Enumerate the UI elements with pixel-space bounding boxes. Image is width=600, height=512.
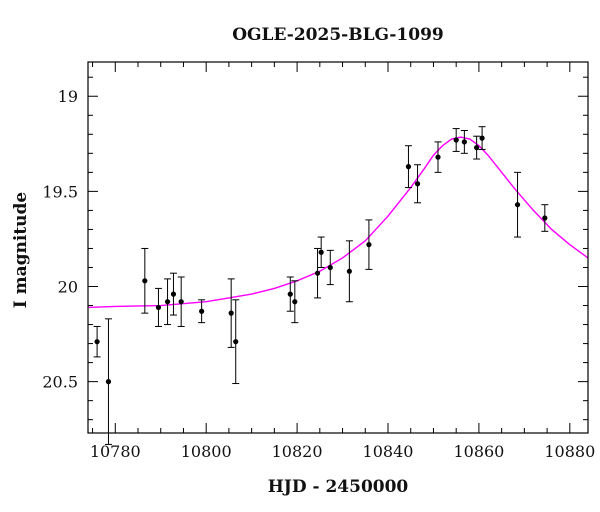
data-point	[198, 299, 206, 324]
data-marker	[405, 164, 412, 170]
data-point	[169, 272, 177, 316]
data-marker	[105, 379, 112, 385]
data-point	[104, 318, 112, 445]
data-marker	[164, 299, 171, 305]
plot-frame	[87, 61, 589, 434]
y-tick-label: 20	[58, 278, 78, 297]
data-marker	[366, 242, 372, 248]
data-point	[460, 129, 468, 154]
data-point	[177, 276, 185, 327]
data-point	[434, 141, 442, 173]
data-marker	[346, 268, 352, 274]
data-point	[541, 204, 549, 232]
data-point	[317, 236, 325, 268]
data-point	[414, 164, 422, 204]
data-point	[93, 325, 101, 358]
data-marker	[435, 154, 441, 160]
y-tick-label: 19	[58, 87, 78, 106]
data-marker	[474, 145, 480, 151]
data-point	[286, 276, 294, 312]
data-marker	[514, 202, 521, 208]
y-axis-label: I magnitude	[11, 192, 31, 309]
x-tick-label: 10860	[453, 442, 504, 461]
x-tick-label: 10800	[181, 442, 232, 461]
data-point	[365, 219, 373, 270]
data-marker	[542, 215, 548, 221]
data-marker	[142, 278, 148, 284]
x-tick-label: 10880	[544, 442, 595, 461]
data-point	[345, 240, 353, 303]
x-tick-label: 10840	[363, 442, 414, 461]
data-marker	[155, 304, 162, 311]
x-axis-ticks: 10780 10800 10820 10840 10860 10880	[90, 62, 595, 461]
data-marker	[461, 139, 467, 145]
chart-title: OGLE-2025-BLG-1099	[232, 25, 444, 45]
data-marker	[170, 291, 177, 297]
data-marker	[178, 299, 184, 305]
data-marker	[318, 249, 324, 255]
data-point	[326, 249, 334, 286]
y-tick-label: 20.5	[42, 373, 78, 392]
data-point	[141, 247, 149, 314]
data-point	[232, 299, 240, 385]
model-curve	[88, 136, 588, 309]
data-marker	[228, 310, 234, 316]
data-marker	[327, 264, 333, 271]
data-marker	[314, 270, 321, 276]
data-point	[473, 135, 481, 160]
data-marker	[233, 339, 239, 345]
data-point	[478, 126, 486, 151]
data-marker	[414, 181, 421, 187]
data-point	[314, 247, 322, 299]
data-point	[164, 278, 172, 326]
y-tick-label: 19.5	[42, 182, 78, 201]
data-point	[227, 278, 235, 348]
data-point	[404, 145, 412, 189]
model-curve-layer	[88, 136, 588, 309]
data-point	[291, 280, 299, 324]
y-axis-ticks: 19 19.5 20 20.5	[42, 76, 588, 421]
data-marker	[287, 291, 293, 297]
data-marker	[479, 135, 485, 141]
data-marker	[199, 308, 205, 314]
x-tick-label: 10820	[272, 442, 323, 461]
data-marker	[292, 299, 298, 305]
data-marker	[94, 339, 100, 345]
data-points-layer	[93, 126, 549, 445]
data-point	[514, 171, 522, 238]
x-axis-label: HJD - 2450000	[268, 477, 409, 497]
data-point	[452, 128, 460, 152]
data-point	[154, 287, 162, 327]
x-tick-label: 10780	[90, 442, 141, 461]
data-marker	[453, 137, 459, 143]
